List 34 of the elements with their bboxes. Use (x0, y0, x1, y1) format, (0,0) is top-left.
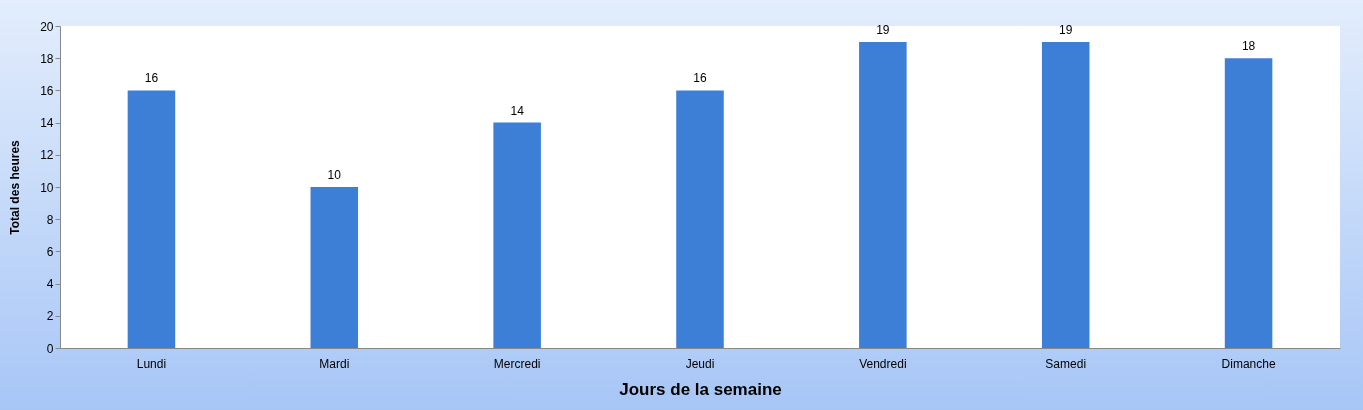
bar (493, 122, 541, 348)
y-tick-label: 8 (46, 212, 54, 227)
y-tick-label: 6 (46, 244, 54, 259)
y-tick-label: 2 (46, 309, 54, 324)
x-tick-label: Jeudi (685, 356, 715, 371)
y-tick-label: 12 (40, 148, 54, 163)
x-tick-label: Samedi (1045, 356, 1087, 371)
x-tick-label: Mardi (319, 356, 350, 371)
data-label: 19 (1059, 23, 1073, 38)
x-tick-label: Dimanche (1221, 356, 1276, 371)
data-label: 16 (144, 71, 159, 86)
data-label: 18 (1241, 39, 1256, 54)
bar (676, 90, 724, 348)
x-tick-label: Mercredi (493, 356, 541, 371)
data-label: 10 (327, 168, 342, 182)
y-tick-label: 14 (40, 116, 54, 131)
y-tick-label: 10 (40, 180, 54, 195)
y-tick-label: 16 (40, 83, 54, 98)
data-label: 14 (510, 103, 525, 118)
bar (859, 42, 907, 348)
data-label: 19 (876, 23, 890, 38)
x-axis-title: Jours de la semaine (619, 379, 782, 399)
data-label: 16 (693, 71, 707, 86)
bar (127, 90, 176, 348)
bar (1041, 42, 1090, 348)
x-tick-label: Vendredi (859, 356, 907, 371)
y-tick-label: 18 (40, 51, 54, 66)
y-tick-label: 4 (46, 277, 54, 292)
x-tick-label: Lundi (136, 356, 167, 371)
bar (310, 187, 359, 348)
y-tick-label: 0 (46, 341, 54, 356)
bar (1224, 58, 1273, 348)
y-tick-label: 20 (40, 19, 54, 34)
y-axis-title: Total des heures (8, 139, 23, 235)
